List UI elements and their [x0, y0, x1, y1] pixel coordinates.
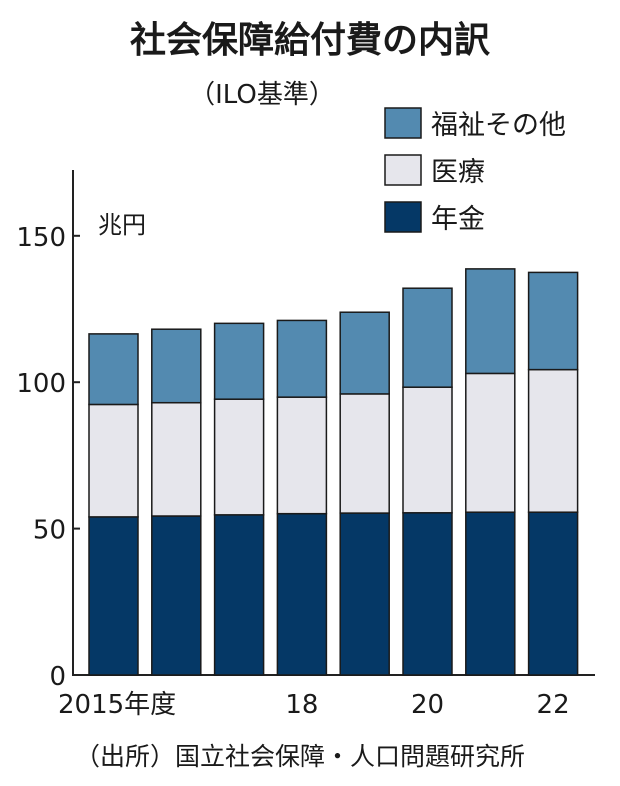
x-tick-label: 20	[411, 690, 444, 720]
bar-segment-2021-福祉その他	[465, 268, 516, 375]
bar-segment-2017-福祉その他	[213, 322, 265, 400]
chart-title: 社会保障給付費の内訳	[130, 20, 491, 61]
bar-segment-2021-医療	[465, 372, 516, 513]
legend-swatch	[384, 201, 422, 233]
bar-segment-2020-医療	[402, 386, 453, 514]
legend-label: 年金	[431, 204, 485, 235]
bar-segment-2022-年金	[527, 511, 579, 676]
bar-segment-2016-福祉その他	[151, 328, 202, 404]
legend-swatch	[384, 154, 422, 186]
x-tick-label: 2015年度	[58, 690, 176, 720]
bar-segment-2015-福祉その他	[88, 333, 139, 406]
bar-segment-2020-福祉その他	[402, 287, 453, 388]
bar-segment-2017-年金	[213, 514, 265, 676]
legend-label: 福祉その他	[431, 110, 566, 141]
bar-segment-2022-福祉その他	[527, 271, 579, 371]
y-tick-label: 150	[16, 223, 66, 253]
bar-segment-2015-年金	[88, 516, 139, 676]
y-tick-label: 0	[49, 662, 66, 692]
bar-segment-2020-年金	[402, 512, 453, 676]
bar-segment-2018-年金	[276, 512, 328, 676]
y-axis-unit-label: 兆円	[98, 211, 146, 239]
x-tick-label: 18	[285, 690, 318, 720]
bar-segment-2019-年金	[339, 512, 390, 676]
legend-label: 医療	[431, 157, 485, 188]
legend-swatch	[384, 107, 422, 139]
y-tick-label: 50	[33, 516, 66, 546]
bar-segment-2019-福祉その他	[339, 311, 390, 395]
bar-segment-2019-医療	[339, 393, 390, 514]
x-tick-label: 22	[537, 690, 570, 720]
source-note: （出所）国立社会保障・人口問題研究所	[75, 742, 525, 771]
bar-segment-2018-福祉その他	[276, 319, 328, 398]
bar-segment-2017-医療	[213, 398, 265, 516]
bar-segment-2016-年金	[151, 515, 202, 676]
y-tick-label: 100	[16, 369, 66, 399]
bar-segment-2021-年金	[465, 511, 516, 676]
bar-segment-2018-医療	[276, 396, 328, 515]
chart-subtitle: （ILO基準）	[189, 80, 335, 110]
bar-segment-2022-医療	[527, 368, 579, 513]
bar-segment-2016-医療	[151, 401, 202, 517]
bar-segment-2015-医療	[88, 403, 139, 518]
